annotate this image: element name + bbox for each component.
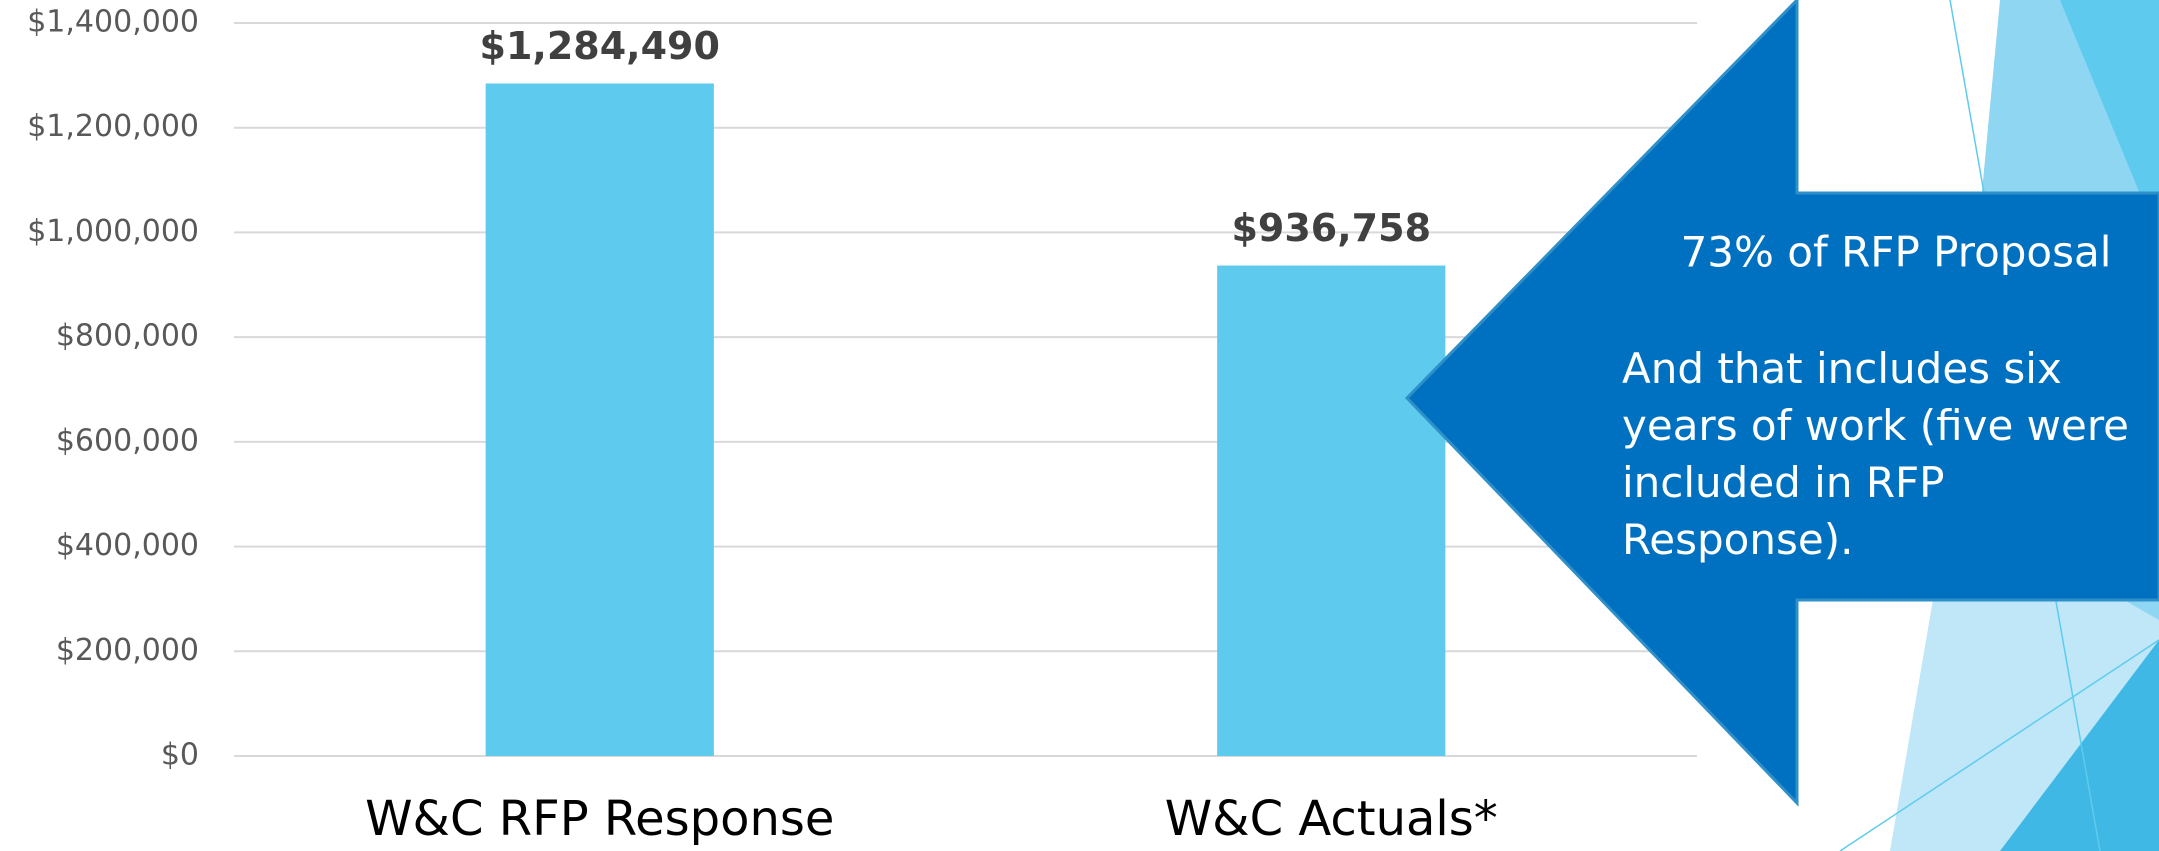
y-tick-label: $1,400,000 [27, 5, 199, 40]
y-tick-label: $400,000 [56, 528, 199, 563]
y-tick-label: $1,000,000 [27, 214, 199, 249]
y-tick-label: $1,200,000 [27, 109, 199, 144]
page: $0 $200,000 $400,000 $600,000 $800,000 $1,000… [0, 0, 2159, 851]
y-tick-label: $800,000 [56, 319, 199, 354]
bar [1217, 266, 1445, 756]
y-tick-label: $600,000 [56, 423, 199, 458]
x-tick-label: W&C Actuals* [1165, 791, 1498, 847]
bar [486, 83, 714, 756]
y-tick-label: $0 [161, 738, 199, 773]
value-label: $936,758 [1231, 206, 1431, 250]
y-tick-label: $200,000 [56, 633, 199, 668]
x-tick-label: W&C RFP Response [365, 791, 834, 847]
value-label: $1,284,490 [480, 24, 720, 68]
callout-text: And that includes six years of work (fiv… [1622, 340, 2159, 568]
callout-headline: 73% of RFP Proposal [1681, 228, 2112, 277]
